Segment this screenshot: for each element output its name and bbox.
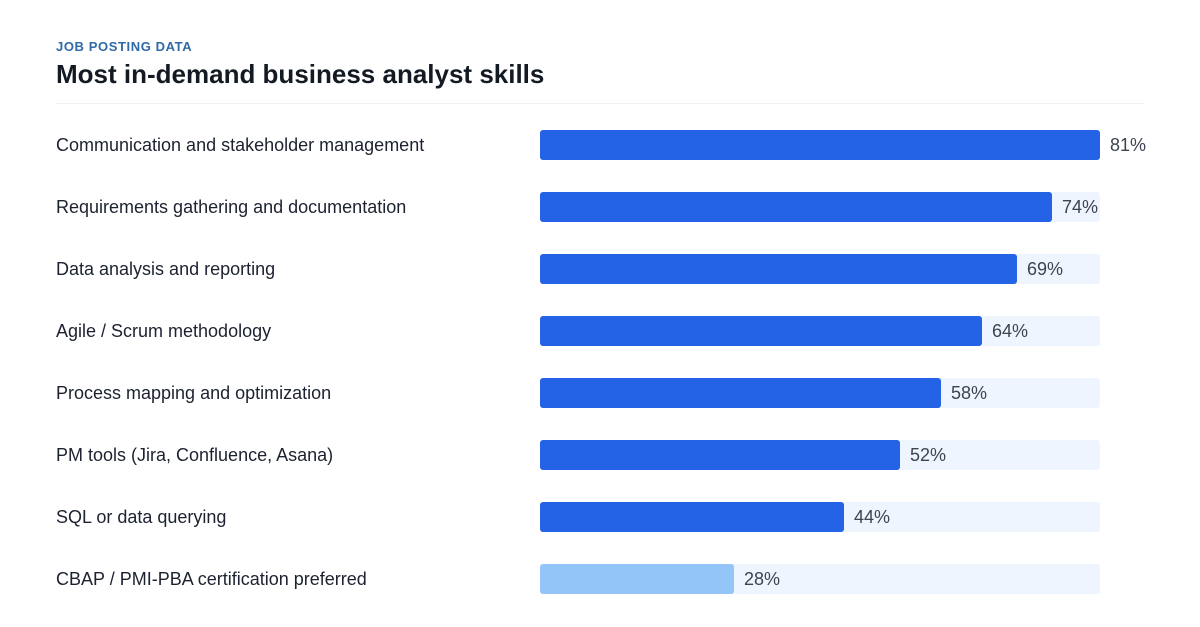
- bar: [540, 564, 734, 594]
- bar-row: Communication and stakeholder management…: [0, 130, 1200, 160]
- bar-category-label: Requirements gathering and documentation: [56, 197, 407, 217]
- bar-value-label: 44%: [854, 507, 891, 527]
- bar-row: CBAP / PMI-PBA certification preferred 28…: [0, 564, 1200, 594]
- bar-category-label: Data analysis and reporting: [56, 259, 276, 279]
- chart-title: Most in-demand business analyst skills: [56, 59, 545, 89]
- bar-category-label: Process mapping and optimization: [56, 383, 332, 403]
- bar-value-label: 81%: [1110, 135, 1147, 155]
- bar-track: [540, 440, 1100, 470]
- bar-track: [540, 378, 1100, 408]
- bar-value-label: 64%: [992, 321, 1029, 341]
- bar-category-label: SQL or data querying: [56, 507, 227, 527]
- bar-value-label: 52%: [910, 445, 947, 465]
- bar-track: [540, 316, 1100, 346]
- bar-value-label: 28%: [744, 569, 781, 589]
- bar-row: Requirements gathering and documentation…: [0, 192, 1200, 222]
- bar-track: [540, 564, 1100, 594]
- bar-category-label: Communication and stakeholder management: [56, 135, 425, 155]
- bar-track: [540, 130, 1100, 160]
- bar-track: [540, 192, 1100, 222]
- bar-track: [540, 254, 1100, 284]
- eyebrow-label: JOB POSTING DATA: [56, 39, 193, 54]
- bar-value-label: 74%: [1062, 197, 1099, 217]
- bar: [540, 502, 844, 532]
- bar-category-label: Agile / Scrum methodology: [56, 321, 272, 341]
- bar-track: [540, 502, 1100, 532]
- bar: [540, 254, 1017, 284]
- bar-row: Process mapping and optimization 58%: [0, 378, 1200, 408]
- bar-row: Data analysis and reporting 69%: [0, 254, 1200, 284]
- bar-value-label: 58%: [951, 383, 988, 403]
- bar-row: SQL or data querying 44%: [0, 502, 1200, 532]
- header-divider: [56, 103, 1144, 104]
- bar: [540, 316, 982, 346]
- bar-category-label: PM tools (Jira, Confluence, Asana): [56, 445, 334, 465]
- bar-row: Agile / Scrum methodology 64%: [0, 316, 1200, 346]
- bar: [540, 378, 941, 408]
- bar: [540, 440, 900, 470]
- bar: [540, 192, 1052, 222]
- bar-value-label: 69%: [1027, 259, 1064, 279]
- bar-row: PM tools (Jira, Confluence, Asana) 52%: [0, 440, 1200, 470]
- bar-category-label: CBAP / PMI-PBA certification preferred: [56, 569, 367, 589]
- bar: [540, 130, 1100, 160]
